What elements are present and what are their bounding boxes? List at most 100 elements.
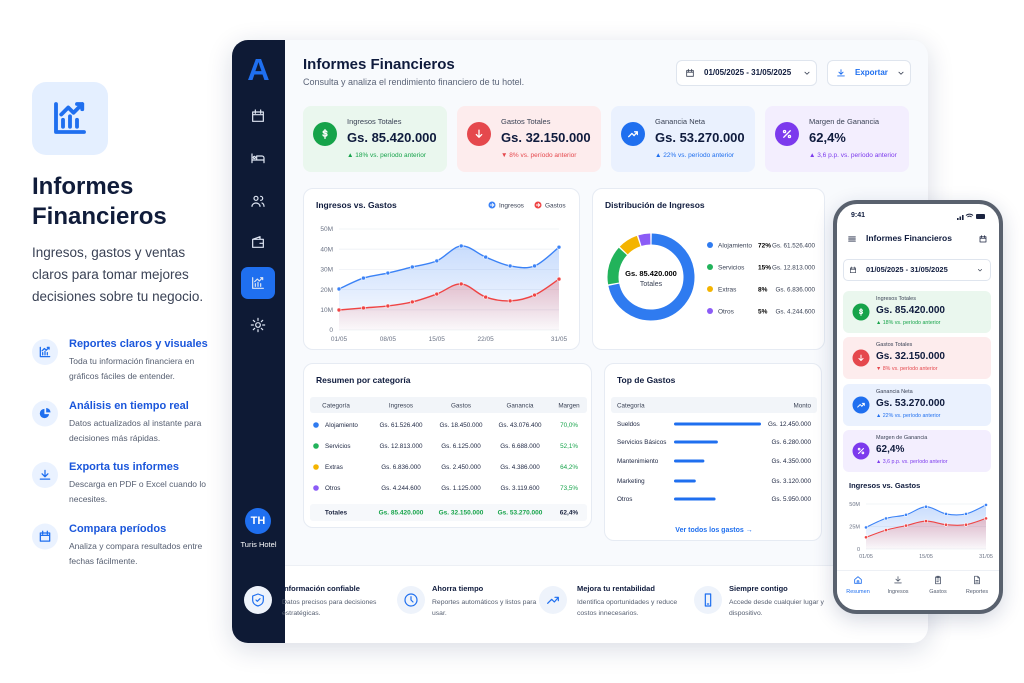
feature-title: Compara períodos <box>69 522 167 535</box>
table-cell: Extras <box>325 464 343 471</box>
table-total-cell: Gs. 32.150.000 <box>439 510 484 517</box>
date-range-button[interactable]: 01/05/2025 - 31/05/2025 <box>676 60 817 86</box>
table-header: Categoría <box>617 403 645 410</box>
series-line <box>338 278 560 311</box>
icon-chev <box>898 71 904 75</box>
amount-label: Gs. 61.526.400 <box>772 242 816 249</box>
kpi-change: ▲ 3,6 p.p. vs. período anterior <box>809 152 897 159</box>
bar <box>674 459 705 463</box>
export-button[interactable]: Exportar <box>827 60 911 86</box>
y-tick-label: 30M <box>320 267 333 274</box>
hero-title: Informes Financieros <box>32 173 167 230</box>
phone-title: Informes Financieros <box>866 233 952 243</box>
icon-clock <box>404 593 418 607</box>
x-tick-label: 01/05 <box>859 554 873 560</box>
kpi-value: Gs. 85.420.000 <box>876 305 945 316</box>
phone-date-range[interactable]: 01/05/2025 - 31/05/2025 <box>843 259 991 281</box>
data-point <box>924 519 928 524</box>
icon-chart <box>54 102 86 134</box>
donut-segment <box>607 247 628 285</box>
data-point <box>434 258 440 264</box>
benefit-icon-bg <box>694 586 722 614</box>
table-header: Margen <box>558 403 580 410</box>
feature-text: Analiza y compara resultados entre fecha… <box>69 540 203 566</box>
data-point <box>483 294 488 300</box>
kpi-value: 62,4% <box>876 444 905 455</box>
view-all-link[interactable]: Ver todos los gastos → <box>675 527 752 534</box>
status-wifi <box>965 213 974 218</box>
feature-icon-bg <box>32 523 58 550</box>
benefit-text: Datos precisos para decisiones estratégi… <box>282 599 377 617</box>
value-label: Gs. 6.280.000 <box>771 439 811 446</box>
sidebar <box>232 40 285 643</box>
table-total-cell: Gs. 85.420.000 <box>379 510 424 517</box>
y-tick-label: 20M <box>320 287 333 294</box>
kpi-label: Ingresos Totales <box>347 117 402 126</box>
benefit-title: Siempre contigo <box>729 584 788 593</box>
table-header-bg <box>310 397 587 413</box>
table-cell: Gs. 18.450.000 <box>439 422 483 429</box>
icon-download <box>894 576 902 584</box>
chart-title: Distribución de Ingresos <box>605 200 705 210</box>
table-cell: Gs. 6.688.000 <box>500 443 540 450</box>
category-dot <box>313 485 319 491</box>
nav-item[interactable]: Ingresos <box>887 589 909 595</box>
table-total-cell: Gs. 53.270.000 <box>498 510 543 517</box>
nav-item[interactable]: Resumen <box>846 589 870 595</box>
icon-percent <box>782 129 792 139</box>
legend-arrow <box>490 202 495 208</box>
data-point <box>532 292 537 298</box>
data-point <box>904 512 908 517</box>
chart-title: Ingresos vs. Gastos <box>316 200 397 210</box>
icon-calendar <box>979 235 987 243</box>
table-cell: Alojamiento <box>325 422 358 429</box>
phone-icons <box>848 213 987 585</box>
series-line <box>338 245 560 290</box>
legend-label: Gastos <box>545 202 566 209</box>
category-label: Mantenimiento <box>617 458 659 465</box>
category-dot <box>313 422 319 428</box>
donut-segment <box>608 233 695 321</box>
hero-subtitle: Ingresos, gastos y ventas claros para to… <box>32 245 204 304</box>
value-label: 8% <box>758 286 768 293</box>
table-cell: Servicios <box>325 443 351 450</box>
page-title: Informes Financieros <box>303 56 455 73</box>
nav-item[interactable]: Reportes <box>965 589 989 595</box>
bar <box>674 479 696 483</box>
nav-item[interactable]: Gastos <box>929 589 947 595</box>
benefit-title: Ahorra tiempo <box>432 584 484 593</box>
icon-calendar <box>39 530 51 542</box>
legend-label: Otros <box>718 308 735 315</box>
icon-chev <box>804 71 810 75</box>
data-point <box>944 522 948 527</box>
series-area <box>339 279 559 330</box>
table-header: Ganancia <box>507 403 534 410</box>
icon-mobile <box>704 593 712 607</box>
data-point <box>884 516 888 521</box>
kpi-label: Ganancia Neta <box>876 389 913 395</box>
x-tick-label: 15/05 <box>919 554 933 560</box>
data-point <box>385 303 391 309</box>
kpi-change: ▲ 22% vs. período anterior <box>655 152 735 159</box>
table-cell: 64,2% <box>560 464 578 471</box>
table-cell: Gs. 61.526.400 <box>379 422 423 429</box>
dashboard-icons <box>244 68 904 614</box>
feature-title: Exporta tus informes <box>69 461 180 473</box>
table-header: Categoría <box>322 403 350 410</box>
kpi-label: Margen de Ganancia <box>876 435 928 441</box>
chart-card: Ingresos vs. Gastos 0 10M 20M 30M 40M 50M 01/05… <box>303 188 580 350</box>
data-point <box>410 264 415 270</box>
icon-chart <box>39 346 51 358</box>
icon-dollar <box>858 308 863 316</box>
table-total-cell: 62,4% <box>560 510 579 517</box>
table-cell: Gs. 43.076.400 <box>498 422 542 429</box>
data-point <box>483 254 488 260</box>
table-cell: Gs. 12.813.000 <box>379 443 423 450</box>
table-cell: 70,0% <box>560 422 578 429</box>
data-point <box>458 281 464 287</box>
table-cell: Otros <box>325 485 340 492</box>
icon-chart <box>252 277 264 289</box>
benefit-text: Reportes automáticos y listos para usar. <box>432 599 537 617</box>
summary-table: Categoría Ingresos Gastos Ganancia Margen Alo… <box>310 397 587 521</box>
data-point <box>458 243 464 249</box>
